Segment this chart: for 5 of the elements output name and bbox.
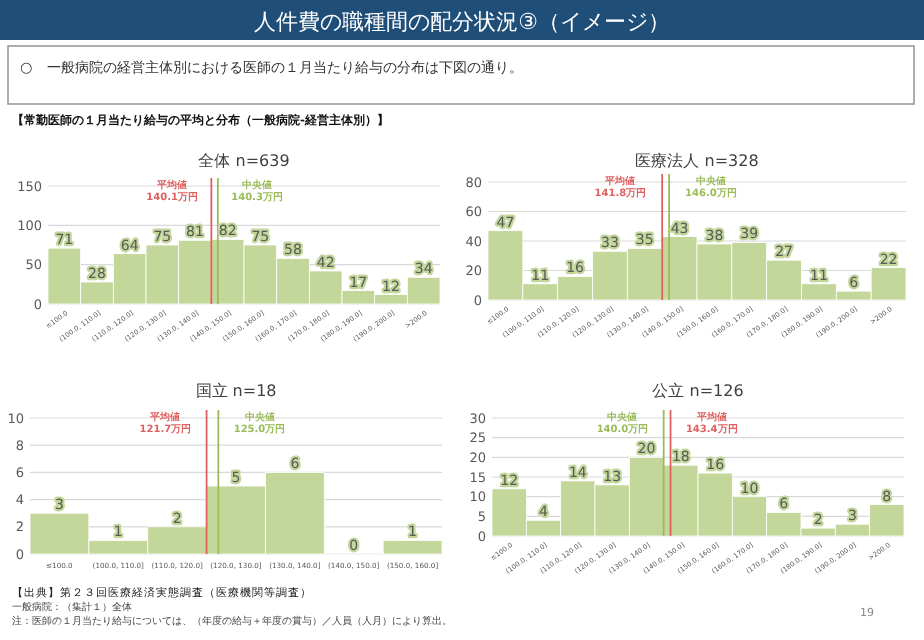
chart-title: 国立 n=18 bbox=[195, 382, 277, 400]
chart-title: 全体 n=639 bbox=[198, 152, 290, 170]
text: 人件費の職種間の配分状況③（イメージ） bbox=[254, 9, 670, 35]
chart-title: 医療法人 n=328 bbox=[635, 152, 759, 170]
chart-title: 公立 n=126 bbox=[652, 382, 744, 400]
